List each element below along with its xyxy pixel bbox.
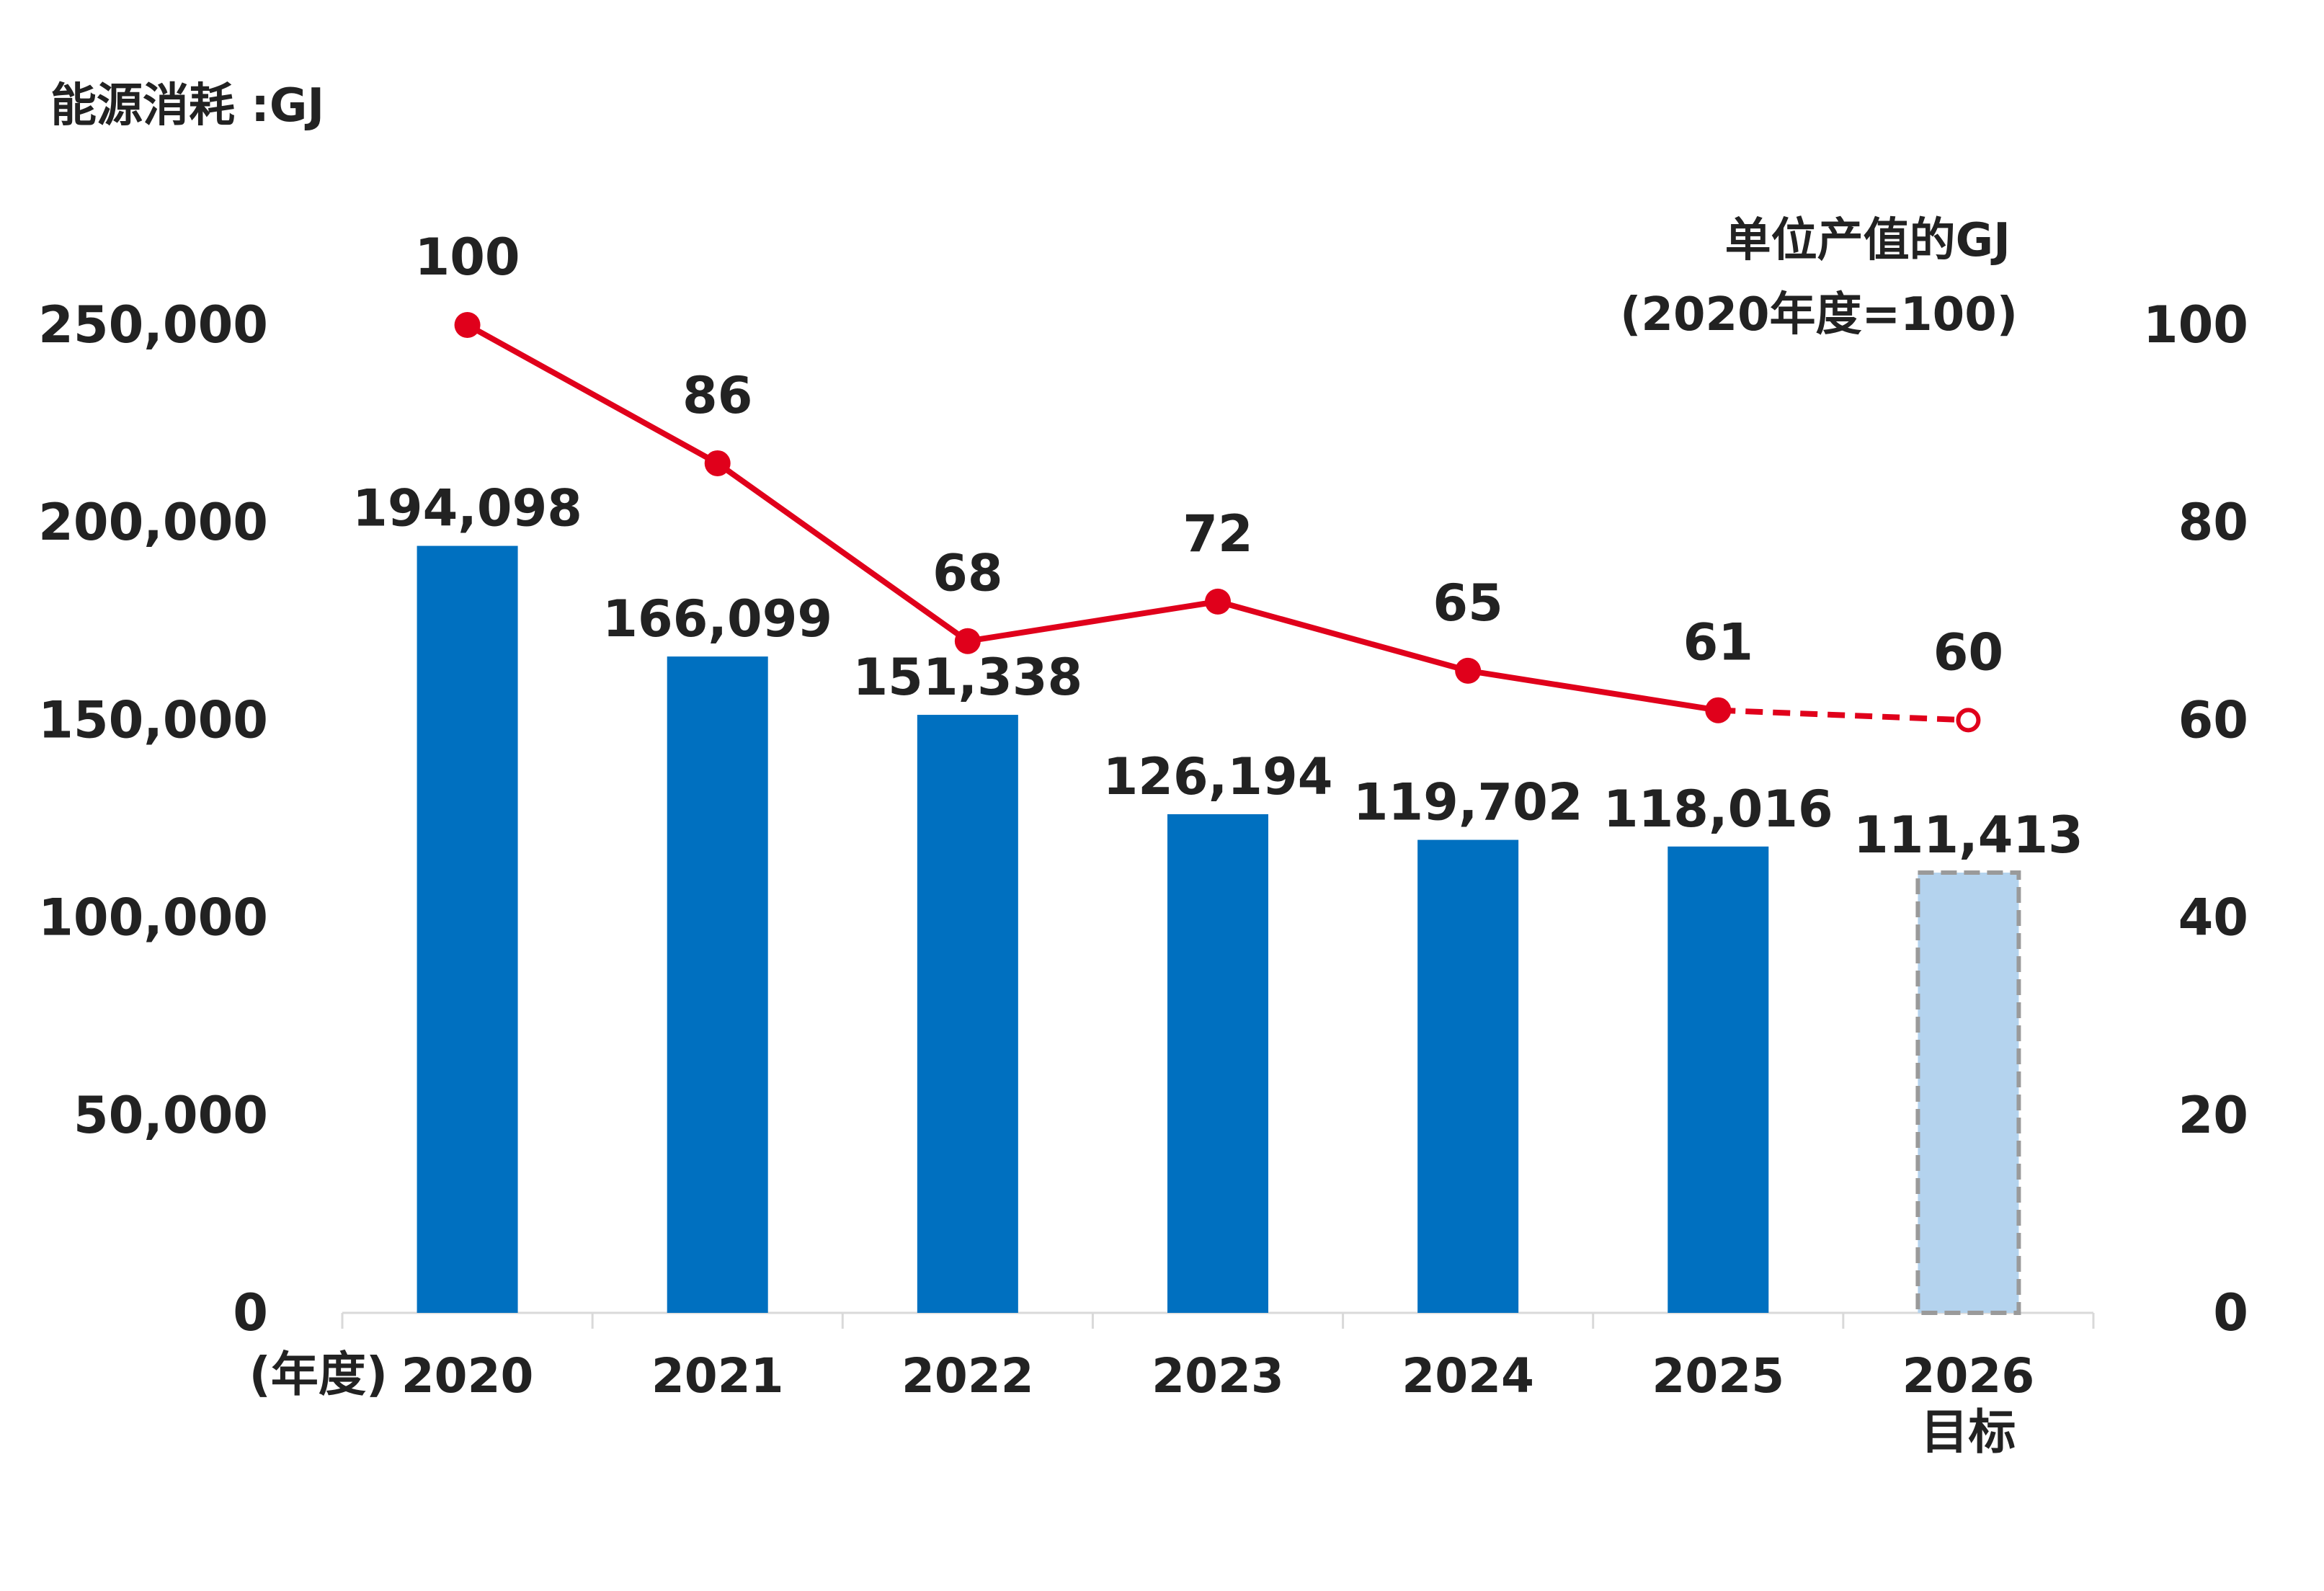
bar-series [417, 545, 2021, 1315]
chart-title: 能源消耗 :GJ [50, 79, 324, 133]
bar-value-label: 119,702 [1353, 773, 1583, 832]
right-axis-label-line1: 单位产值的GJ [1725, 214, 2011, 267]
right-axis-ticks: 0 20 40 60 80 100 [2143, 295, 2248, 1342]
bar [1417, 839, 1519, 1313]
bar-value-label: 126,194 [1103, 747, 1333, 806]
bar [917, 715, 1018, 1313]
category-label: 2024 [1402, 1348, 1534, 1404]
right-tick-label: 100 [2143, 295, 2248, 355]
line-series [454, 312, 1981, 733]
category-label: 2021 [651, 1348, 784, 1404]
index-point [1956, 708, 1981, 733]
right-tick-label: 80 [2178, 493, 2248, 552]
left-axis-ticks: 0 50,000 100,000 150,000 200,000 250,000 [38, 295, 268, 1342]
right-tick-label: 40 [2178, 888, 2248, 948]
left-tick-label: 0 [233, 1283, 268, 1342]
bar-value-label: 151,338 [852, 648, 1082, 707]
bar [667, 656, 768, 1313]
target-bar [1915, 870, 2021, 1315]
index-value-label: 72 [1183, 504, 1252, 563]
index-value-label: 60 [1933, 623, 2003, 682]
index-value-label: 65 [1433, 574, 1502, 633]
bar-value-label: 194,098 [352, 479, 582, 538]
bar-data-labels: 194,098 166,099 151,338 126,194 119,702 118,0… [352, 479, 2083, 865]
bar [1668, 846, 1769, 1313]
left-tick-label: 200,000 [38, 493, 268, 552]
index-point [1205, 588, 1231, 615]
bar-value-label: 166,099 [602, 589, 832, 649]
right-tick-label: 20 [2178, 1086, 2248, 1145]
x-axis [341, 1311, 2095, 1329]
x-axis-label: (年度) [249, 1347, 388, 1402]
line-data-labels: 100 86 68 72 65 61 60 [415, 228, 2004, 682]
category-label: 2023 [1152, 1348, 1284, 1404]
index-value-label: 86 [682, 366, 752, 425]
category-label: 2022 [901, 1348, 1034, 1404]
right-axis-label-line2: (2020年度=100) [1620, 288, 2018, 342]
bar [417, 545, 518, 1313]
index-value-label: 61 [1683, 613, 1753, 672]
index-line-dashed [1718, 707, 1969, 723]
index-point [954, 628, 981, 654]
left-tick-label: 150,000 [38, 690, 268, 749]
index-point [454, 312, 481, 338]
index-point [704, 450, 731, 476]
bar-value-label: 118,016 [1603, 780, 1833, 839]
category-label: 2025 [1652, 1348, 1784, 1404]
index-line-solid [466, 322, 1719, 713]
left-tick-label: 50,000 [74, 1086, 268, 1145]
right-tick-label: 60 [2178, 690, 2248, 749]
bar-value-label: 111,413 [1853, 806, 2083, 865]
index-point [1705, 697, 1732, 723]
index-value-label: 68 [932, 544, 1002, 603]
left-tick-label: 100,000 [38, 888, 268, 948]
right-tick-label: 0 [2213, 1283, 2248, 1342]
left-tick-label: 250,000 [38, 295, 268, 355]
bar [1167, 814, 1268, 1313]
category-sublabel: 目标 [1920, 1404, 2016, 1460]
category-label: 2026 [1902, 1348, 2035, 1404]
index-point [1455, 657, 1482, 684]
index-value-label: 100 [415, 228, 520, 287]
category-label: 2020 [401, 1348, 534, 1404]
